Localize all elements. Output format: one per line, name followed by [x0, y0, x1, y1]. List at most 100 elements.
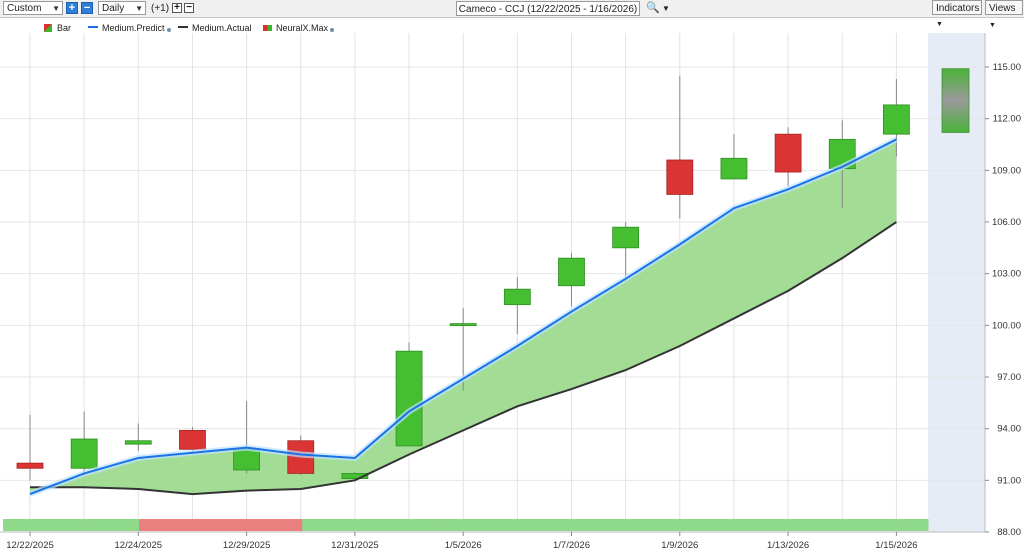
- chevron-down-icon[interactable]: ▼: [662, 4, 670, 13]
- zoom-out-button[interactable]: −: [81, 2, 93, 14]
- neuralx-band-segment: [465, 519, 494, 531]
- neuralx-band-segment: [846, 519, 875, 531]
- candle[interactable]: [883, 104, 910, 135]
- candle[interactable]: [179, 429, 206, 450]
- x-tick-label: 12/29/2025: [223, 540, 271, 551]
- search-icon[interactable]: 🔍: [646, 2, 660, 14]
- neuralx-band-segment: [601, 519, 630, 531]
- x-tick-label: 1/7/2026: [553, 540, 590, 551]
- neuralx-band-segment: [683, 519, 711, 531]
- plus-icon: +: [68, 2, 76, 14]
- y-tick-label: 97.00: [997, 372, 1021, 383]
- plus-icon: +: [174, 2, 180, 13]
- minus-icon: −: [186, 2, 192, 13]
- neuralx-band-segment: [356, 519, 385, 531]
- range-select[interactable]: Custom ▼: [3, 1, 63, 15]
- step-plus-button[interactable]: +: [172, 3, 182, 13]
- neuralx-band-segment: [764, 519, 793, 531]
- neuralx-band-segment: [57, 519, 86, 531]
- candle[interactable]: [395, 350, 423, 447]
- neuralx-band-segment: [329, 519, 358, 531]
- neuralx-band-segment: [411, 519, 439, 531]
- y-tick-label: 88.00: [997, 527, 1021, 538]
- views-label: Views: [989, 3, 1016, 14]
- medium-actual-line: [30, 221, 897, 496]
- period-select-value: Daily: [102, 3, 125, 14]
- neuralx-band-segment: [492, 519, 521, 531]
- views-button[interactable]: Views ▼: [985, 0, 1023, 29]
- toolbar: Custom ▼ + − Daily ▼ (+1) + − Cameco - C…: [0, 0, 1024, 29]
- chart-title[interactable]: Cameco - CCJ (12/22/2025 - 1/16/2026): [456, 1, 640, 16]
- spread-area: [30, 139, 897, 495]
- y-tick-label: 112.00: [993, 114, 1021, 125]
- settings-dot-icon[interactable]: [330, 28, 335, 32]
- neuralx-band-segment: [84, 519, 113, 531]
- price-chart[interactable]: 88.00 91.00 94.00 97.00 100.00 103.00 106.00 10…: [0, 18, 1024, 552]
- neuralx-band-segment: [220, 519, 249, 531]
- neuralx-band-segment: [275, 519, 303, 531]
- candle[interactable]: [774, 133, 802, 173]
- step-label: (+1): [151, 3, 170, 14]
- x-tick-label: 1/13/2026: [767, 540, 809, 551]
- neuralx-band-segment: [519, 519, 548, 531]
- x-tick-label: 12/24/2025: [115, 540, 163, 551]
- legend-item[interactable]: Medium.Actual: [178, 22, 252, 34]
- legend-item[interactable]: Bar: [44, 22, 71, 34]
- forecast-candle[interactable]: [941, 68, 970, 133]
- y-tick-label: 115.00: [993, 62, 1021, 73]
- legend-label: Bar: [57, 23, 72, 33]
- candle[interactable]: [720, 157, 748, 180]
- indicators-label: Indicators: [936, 3, 980, 14]
- neuralx-band-segment: [139, 519, 167, 531]
- zoom-in-button[interactable]: +: [66, 2, 78, 14]
- candle[interactable]: [124, 440, 152, 445]
- legend-item[interactable]: NeuralX.Max: [263, 22, 335, 34]
- neuralx-band-segment: [30, 519, 58, 531]
- neuralx-band-segment: [247, 519, 276, 531]
- neuralx-band-segment: [302, 519, 330, 531]
- neuralx-band-segment: [383, 519, 412, 531]
- y-tick-label: 100.00: [992, 320, 1021, 331]
- chevron-down-icon: ▼: [989, 22, 996, 29]
- candle[interactable]: [16, 462, 44, 469]
- line-swatch-icon: [88, 26, 98, 28]
- step-minus-button[interactable]: −: [184, 3, 194, 13]
- indicators-button[interactable]: Indicators ▼: [932, 0, 982, 28]
- period-select[interactable]: Daily ▼: [98, 1, 146, 15]
- line-swatch-icon: [178, 26, 188, 28]
- candle[interactable]: [233, 448, 261, 471]
- y-tick-label: 103.00: [992, 269, 1021, 280]
- neuralx-band-segment: [628, 519, 657, 531]
- neuralx-band-segment: [574, 519, 603, 531]
- x-tick-label: 12/31/2025: [331, 540, 379, 551]
- neuralx-band-segment: [547, 519, 575, 531]
- bar-swatch-icon: [44, 24, 52, 32]
- candle[interactable]: [341, 473, 369, 480]
- neuralx-band-segment: [438, 519, 466, 531]
- neuralx-band-segment: [655, 519, 684, 531]
- chevron-down-icon: ▼: [936, 21, 943, 28]
- candle[interactable]: [503, 288, 531, 306]
- legend-item[interactable]: Medium.Predict: [88, 22, 171, 34]
- y-tick-label: 109.00: [992, 165, 1021, 176]
- legend-label: Medium.Predict: [102, 23, 165, 33]
- medium-predict-line: [29, 138, 897, 496]
- neuralx-band-segment: [900, 519, 929, 531]
- y-tick-label: 91.00: [997, 475, 1021, 486]
- chevron-down-icon: ▼: [135, 4, 143, 13]
- candle[interactable]: [666, 159, 694, 195]
- x-tick-label: 1/15/2026: [875, 540, 917, 551]
- candle[interactable]: [70, 438, 98, 469]
- neuralx-band-segment: [166, 519, 194, 531]
- neuralx-band-segment: [111, 519, 140, 531]
- candle[interactable]: [558, 257, 585, 287]
- neuralx-band-segment: [193, 519, 222, 531]
- candle[interactable]: [612, 226, 640, 249]
- x-tick-label: 12/22/2025: [6, 540, 54, 551]
- candle[interactable]: [449, 323, 477, 327]
- neuralx-band-segment: [791, 519, 820, 531]
- settings-dot-icon[interactable]: [166, 28, 171, 32]
- neuralx-band-segment: [873, 519, 902, 531]
- neuralx-swatch-icon: [263, 25, 272, 31]
- x-tick-label: 1/5/2026: [445, 540, 482, 551]
